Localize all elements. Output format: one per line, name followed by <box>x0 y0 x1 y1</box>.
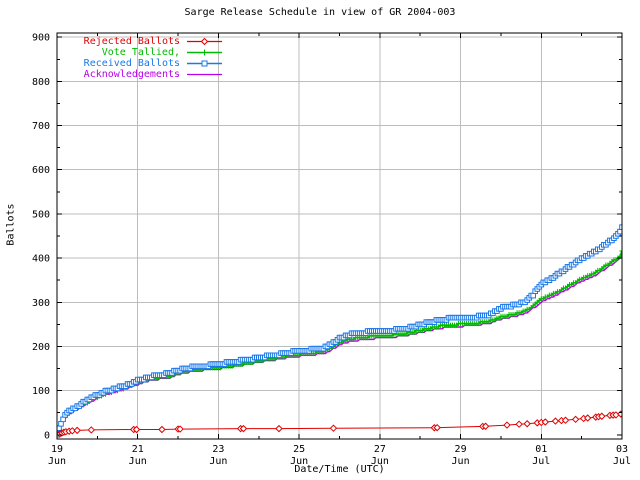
svg-text:Jun: Jun <box>290 456 308 467</box>
svg-text:0: 0 <box>44 430 50 441</box>
legend-item-acknowledgements: Acknowledgements <box>64 69 225 80</box>
svg-text:300: 300 <box>32 298 50 309</box>
svg-text:19: 19 <box>51 444 63 455</box>
svg-text:Jun: Jun <box>452 456 470 467</box>
svg-text:400: 400 <box>32 254 50 265</box>
svg-text:Jun: Jun <box>209 456 227 467</box>
svg-text:Jun: Jun <box>371 456 389 467</box>
legend-label-acknowledgements: Acknowledgements <box>83 69 180 80</box>
svg-text:100: 100 <box>32 386 50 397</box>
x-axis-title: Date/Time (UTC) <box>294 464 385 475</box>
legend-item-vote-tallied: Vote Tallied, <box>64 47 225 58</box>
svg-text:03: 03 <box>616 444 628 455</box>
svg-text:700: 700 <box>32 121 50 132</box>
svg-text:29: 29 <box>455 444 467 455</box>
svg-text:800: 800 <box>32 77 50 88</box>
svg-text:200: 200 <box>32 342 50 353</box>
legend-label-vote-tallied: Vote Tallied, <box>101 47 180 58</box>
legend-item-rejected-ballots: Rejected Ballots <box>64 36 225 47</box>
tick-labels: 010020030040050060070080090019Jun21Jun23… <box>32 33 631 467</box>
tick-marks <box>56 33 623 439</box>
series-markers <box>57 224 622 438</box>
gridlines <box>57 33 622 439</box>
svg-text:25: 25 <box>293 444 305 455</box>
svg-text:21: 21 <box>132 444 144 455</box>
svg-text:900: 900 <box>32 33 50 44</box>
legend-item-received-ballots: Received Ballots <box>64 58 225 69</box>
svg-text:Jun: Jun <box>129 456 147 467</box>
legend-key-sample-rejected-ballots <box>187 37 222 46</box>
legend-label-rejected-ballots: Rejected Ballots <box>83 36 180 47</box>
legend-key-sample-acknowledgements <box>187 73 222 76</box>
chart-title: Sarge Release Schedule in view of GR 200… <box>184 7 456 18</box>
svg-text:600: 600 <box>32 165 50 176</box>
legend-key-sample-received-ballots <box>187 60 222 67</box>
svg-text:Jul: Jul <box>613 456 631 467</box>
svg-text:01: 01 <box>535 444 547 455</box>
legend: Rejected Ballots Vote Tallied, Received Ba… <box>64 36 225 80</box>
legend-key-sample-vote-tallied <box>187 49 222 56</box>
svg-text:Jun: Jun <box>48 456 66 467</box>
svg-text:27: 27 <box>374 444 386 455</box>
legend-label-received-ballots: Received Ballots <box>83 58 180 69</box>
svg-text:23: 23 <box>212 444 224 455</box>
svg-text:500: 500 <box>32 209 50 220</box>
svg-text:Jul: Jul <box>532 456 550 467</box>
